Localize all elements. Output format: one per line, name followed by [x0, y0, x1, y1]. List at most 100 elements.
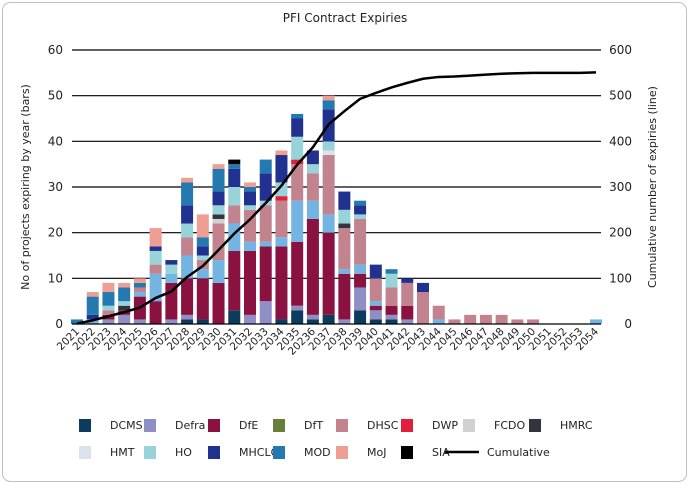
bar-segment-series-4-2037: [322, 214, 335, 233]
bar-segment-defra-2035: [291, 305, 304, 311]
bar-segment-moj-2037: [322, 95, 335, 101]
bar-segment-hmrc-2038: [338, 223, 351, 229]
bar-segment-defra-2027: [165, 319, 178, 324]
bar-segment-dhsc-2028: [181, 237, 194, 256]
bar-segment-moj-2032: [244, 182, 256, 187]
bar-segment-ho-2032: [244, 205, 256, 210]
bar-segment-ho-20236: [306, 164, 319, 174]
bar-segment-dhsc-2030: [212, 223, 225, 261]
bar-segment-ho-2031: [228, 187, 241, 206]
bar-segment-dfe-2029: [196, 278, 209, 320]
bar-segment-dhsc-2049: [511, 319, 524, 324]
legend-label: DWP: [432, 419, 458, 432]
legend-swatch: [463, 419, 475, 432]
legend-label: HO: [175, 446, 192, 459]
legend-item-mod: MOD: [273, 446, 331, 459]
y2-tick-label: 200: [609, 226, 632, 240]
bar-segment-series-4-2039: [354, 264, 367, 274]
bar-segment-series-4-2044: [432, 319, 445, 324]
bar-segment-ho-2026: [149, 250, 162, 265]
bar-segment-ho-2038: [338, 209, 351, 224]
bar-segment-fcdo-2030: [212, 218, 225, 224]
bar-segment-dcms-2037: [322, 314, 335, 324]
bar-segment-dhsc-2042: [401, 282, 414, 306]
legend-swatch: [401, 419, 413, 432]
bar-segment-dhsc-2025: [133, 287, 146, 293]
y-tick-label: 0: [55, 317, 63, 331]
bar-segment-defra-2023: [102, 319, 115, 324]
bar-segment-dwp-2034: [275, 196, 288, 201]
bar-segment-mhclg-2028: [181, 205, 194, 224]
bar-segment-dfe-2026: [149, 301, 162, 324]
bar-segment-series-4-2033: [259, 241, 272, 247]
legend-label: MOD: [304, 446, 331, 459]
bar-segment-mhclg-2038: [338, 191, 351, 210]
bar-segment-dhsc-2048: [495, 314, 508, 324]
bar-segment-dfe-2032: [244, 250, 256, 315]
bar-segment-dfe-2041: [385, 305, 398, 315]
bar-segment-dcms-2034: [275, 319, 288, 324]
bar-segment-series-4-2038: [338, 269, 351, 274]
bar-segment-dhsc-2038: [338, 228, 351, 270]
bar-segment-defra-2024: [118, 314, 131, 324]
bar-segment-ho-2037: [322, 141, 335, 151]
legend-label: Cumulative: [487, 446, 550, 459]
y2-tick-label: 100: [609, 271, 632, 285]
legend-item-dhsc: DHSC: [336, 419, 399, 432]
bar-segment-series-4-2034: [275, 237, 288, 247]
bar-segment-dhsc-2047: [479, 314, 492, 324]
bar-segment-mod-2039: [354, 200, 367, 206]
cumulative-line: [76, 71, 597, 325]
bar-segment-mhclg-2034: [275, 155, 288, 183]
legend-item-mhclg: MHCLG: [208, 446, 279, 459]
bar-segment-moj-2026: [149, 228, 162, 247]
bar-segment-dcms-2039: [354, 310, 367, 324]
bar-segment-mhclg-2043: [417, 282, 429, 293]
bar-segment-mod-2035: [291, 113, 304, 119]
legend-label: DHSC: [367, 419, 399, 432]
legend-label: DfT: [304, 419, 323, 432]
bar-segment-mod-2041: [385, 269, 398, 274]
legend-label: DCMS: [110, 419, 143, 432]
bar-segment-dhsc-2045: [448, 319, 461, 324]
bar-segment-defra-2038: [338, 319, 351, 324]
bar-segment-dfe-2033: [259, 246, 272, 302]
legend-item-cumulative: Cumulative: [445, 446, 550, 459]
bar-segment-ho-2027: [165, 264, 178, 274]
bar-segment-mhclg-2031: [228, 168, 241, 187]
bar-segment-hmrc-2030: [212, 214, 225, 219]
legend-swatch: [79, 419, 91, 432]
bar-segment-dhsc-2033: [259, 205, 272, 242]
legend-swatch: [273, 446, 285, 459]
bar-segment-mod-2030: [212, 168, 225, 192]
legend-item-fcdo: FCDO: [463, 419, 525, 432]
bar-segment-mhclg-2032: [244, 191, 256, 206]
bar-segment-hmt-2037: [322, 150, 335, 156]
bar-segment-dcms-2040: [369, 319, 382, 324]
legend: DCMS Defra DfE DfT DHSC DWP FCDO HMRC HMT HO MHCLG…: [79, 419, 593, 459]
bar-segment-series-4-2029: [196, 269, 209, 279]
y-tick-label: 20: [48, 226, 63, 240]
bar-segment-mhclg-2027: [165, 260, 178, 265]
bar-segment-mhclg-2035: [291, 118, 304, 137]
bar-segment-dhsc-2041: [385, 287, 398, 306]
bar-segment-dfe-2030: [212, 282, 225, 324]
bar-segment-dcms-2035: [291, 310, 304, 324]
legend-item-hmt: HMT: [79, 446, 135, 459]
bar-segment-mhclg-20236: [306, 150, 319, 165]
bar-segment-mhclg-2039: [354, 205, 367, 215]
bar-segment-moj-2025: [133, 278, 146, 283]
bar-segment-mhclg-2030: [212, 191, 225, 206]
bar-segment-defra-2039: [354, 287, 367, 311]
bar-segment-dcms-2041: [385, 319, 398, 324]
legend-item-dcms: DCMS: [79, 419, 143, 432]
bar-segment-dfe-2038: [338, 273, 351, 320]
bar-segment-dhsc-2026: [149, 264, 162, 274]
legend-swatch: [529, 419, 541, 432]
bar-segment-ho-2028: [181, 223, 194, 238]
bar-segment-dhsc-20236: [306, 173, 319, 201]
legend-label: MHCLG: [239, 446, 279, 459]
bar-segment-dfe-2037: [322, 232, 335, 315]
bar-segment-mod-2024: [118, 287, 131, 302]
